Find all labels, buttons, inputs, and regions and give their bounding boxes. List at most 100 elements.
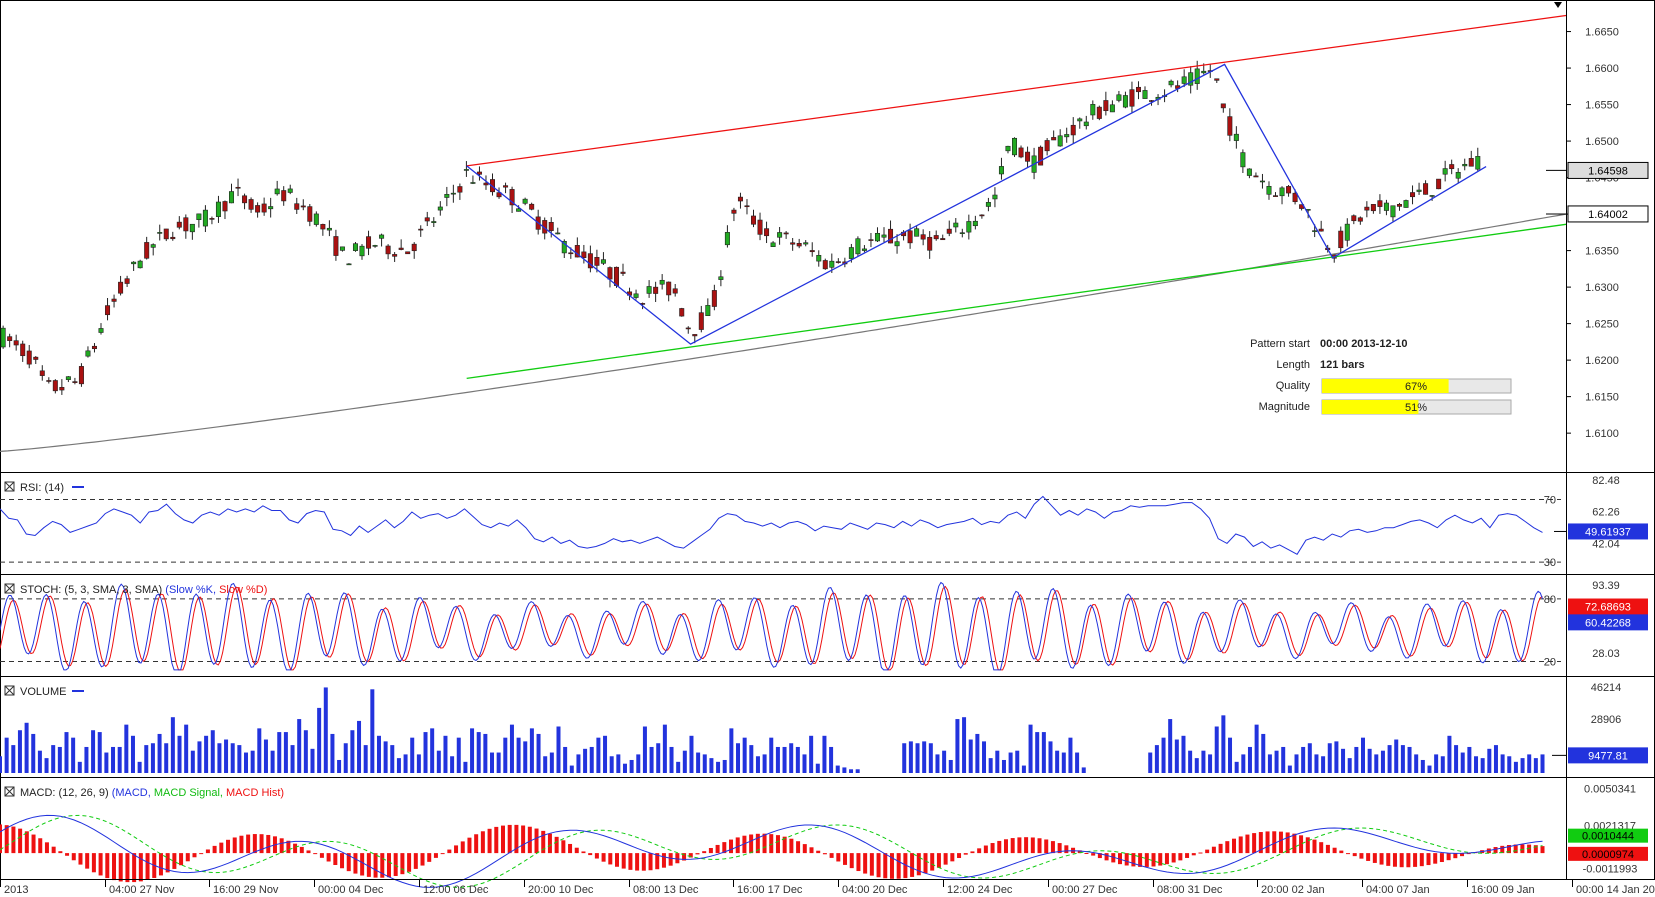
macd-hist-bar: [1211, 846, 1216, 854]
candle-body: [848, 247, 854, 259]
macd-hist-bar: [360, 853, 365, 876]
volume-bar: [217, 743, 222, 773]
candle-body: [1455, 171, 1461, 179]
candle: [757, 212, 763, 241]
candle-body: [920, 234, 926, 240]
volume-bar: [622, 763, 627, 773]
candle: [509, 186, 515, 214]
volume-bar: [1341, 748, 1346, 773]
volume-bar: [71, 737, 76, 773]
candle-body: [1273, 195, 1279, 197]
candle-body: [1070, 124, 1076, 136]
candle-body: [215, 201, 221, 217]
candle: [1449, 159, 1455, 175]
candle: [98, 323, 104, 335]
candle: [1344, 218, 1350, 247]
volume-bar: [642, 726, 647, 773]
volume-bar: [1500, 754, 1505, 773]
volume-bar: [1314, 754, 1319, 773]
macd-hist-bar: [1171, 853, 1176, 863]
candle-body: [1383, 202, 1389, 211]
candle-body: [196, 213, 202, 220]
volume-bar: [330, 733, 335, 773]
volume-bar: [769, 737, 774, 773]
candle-body: [411, 243, 417, 252]
candle-body: [398, 247, 404, 250]
volume-bar: [955, 719, 960, 773]
volume-bar: [722, 759, 727, 773]
time-tick-label: 00:00 04 Dec: [318, 884, 384, 896]
candle-body: [385, 245, 391, 255]
candle: [1442, 160, 1448, 182]
volume-bar: [1228, 737, 1233, 773]
candle: [1370, 204, 1376, 214]
volume-bar: [4, 737, 9, 773]
rsi-level-label: 70: [1544, 495, 1556, 507]
length-label: Length: [1276, 359, 1310, 371]
candle: [979, 214, 985, 219]
macd-hist-bar: [1003, 839, 1008, 854]
volume-bar: [1208, 754, 1213, 773]
candle-body: [561, 241, 567, 254]
volume-bar: [1274, 750, 1279, 773]
volume-bar: [164, 743, 169, 773]
macd-hist-bar: [326, 853, 331, 862]
candle-body: [998, 166, 1004, 175]
candle: [1396, 202, 1402, 211]
macd-hist-bar: [735, 837, 740, 854]
volume-bar: [775, 746, 780, 773]
macd-hist-bar: [346, 853, 351, 872]
candle: [255, 202, 261, 218]
macd-hist-bar: [1178, 853, 1183, 861]
candle: [555, 227, 561, 235]
candle-body: [150, 244, 156, 248]
candle-body: [320, 224, 326, 230]
length-value: 121 bars: [1320, 359, 1365, 371]
macd-hist-bar: [158, 853, 163, 876]
macd-hist-bar: [1138, 853, 1143, 867]
macd-hist-bar: [1225, 841, 1230, 854]
volume-bar: [716, 761, 721, 773]
macd-hist-bar: [769, 834, 774, 854]
macd-hist-bar: [1144, 853, 1149, 867]
volume-bar: [44, 758, 49, 773]
volume-bar: [390, 745, 395, 773]
candle: [724, 225, 730, 248]
macd-hist-bar: [1272, 831, 1277, 854]
macd-hist-bar: [1064, 845, 1069, 854]
volume-bar: [1008, 752, 1013, 773]
volume-bar: [490, 752, 495, 773]
price-tick-label: 1.6250: [1585, 319, 1619, 331]
candle-body: [1449, 164, 1455, 170]
volume-bar: [91, 730, 96, 773]
candle-body: [1253, 175, 1259, 178]
volume-bar: [436, 750, 441, 773]
candle-body: [1103, 100, 1109, 112]
time-tick-label: 00:00 14 Jan 2014: [1576, 884, 1655, 896]
volume-bar: [1367, 748, 1372, 773]
candle: [1377, 194, 1383, 214]
candle-body: [907, 230, 913, 244]
candle-body: [503, 185, 509, 188]
volume-bar: [922, 741, 927, 773]
candle: [1122, 91, 1128, 109]
volume-bar: [1168, 719, 1173, 773]
candle-body: [881, 234, 887, 238]
rsi-last-box: [1568, 523, 1648, 540]
candle-body: [379, 234, 385, 239]
volume-bar: [928, 743, 933, 773]
candle-body: [1370, 204, 1376, 212]
macd-hist-bar: [18, 828, 23, 854]
candle: [7, 333, 13, 348]
candle-body: [1194, 68, 1200, 84]
macd-hist-bar: [534, 828, 539, 854]
candle: [13, 334, 19, 351]
macd-hist-bar: [836, 853, 841, 862]
candle-body: [339, 246, 345, 251]
candle: [855, 236, 861, 257]
candle-body: [1429, 195, 1435, 197]
pattern-resistance-line: [466, 14, 1567, 167]
candle: [33, 356, 39, 364]
macd-hist-bar: [1218, 843, 1223, 854]
